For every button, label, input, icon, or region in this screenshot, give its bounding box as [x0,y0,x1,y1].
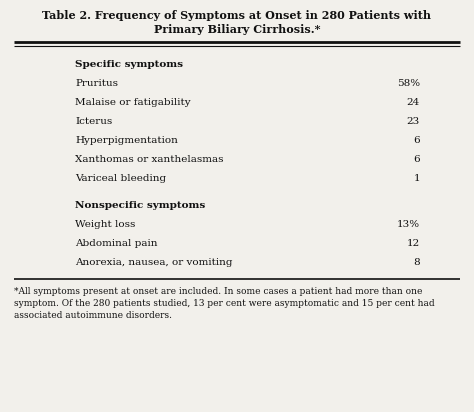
Text: 23: 23 [407,117,420,126]
Text: 6: 6 [413,155,420,164]
Text: Table 2. Frequency of Symptoms at Onset in 280 Patients with: Table 2. Frequency of Symptoms at Onset … [43,10,431,21]
Text: Specific symptoms: Specific symptoms [75,60,183,69]
Text: Malaise or fatigability: Malaise or fatigability [75,98,191,107]
Text: Variceal bleeding: Variceal bleeding [75,174,166,183]
Text: symptom. Of the 280 patients studied, 13 per cent were asymptomatic and 15 per c: symptom. Of the 280 patients studied, 13… [14,299,435,308]
Text: 12: 12 [407,239,420,248]
Text: Xanthomas or xanthelasmas: Xanthomas or xanthelasmas [75,155,224,164]
Text: Weight loss: Weight loss [75,220,136,229]
Text: 58%: 58% [397,79,420,88]
Text: 13%: 13% [397,220,420,229]
Text: Anorexia, nausea, or vomiting: Anorexia, nausea, or vomiting [75,258,233,267]
Text: 1: 1 [413,174,420,183]
Text: Nonspecific symptoms: Nonspecific symptoms [75,201,205,210]
Text: 8: 8 [413,258,420,267]
Text: *All symptoms present at onset are included. In some cases a patient had more th: *All symptoms present at onset are inclu… [14,287,422,296]
Text: 6: 6 [413,136,420,145]
Text: 24: 24 [407,98,420,107]
Text: Primary Biliary Cirrhosis.*: Primary Biliary Cirrhosis.* [154,24,320,35]
Text: Abdominal pain: Abdominal pain [75,239,157,248]
Text: Icterus: Icterus [75,117,112,126]
Text: Pruritus: Pruritus [75,79,118,88]
Text: Hyperpigmentation: Hyperpigmentation [75,136,178,145]
Text: associated autoimmune disorders.: associated autoimmune disorders. [14,311,172,320]
